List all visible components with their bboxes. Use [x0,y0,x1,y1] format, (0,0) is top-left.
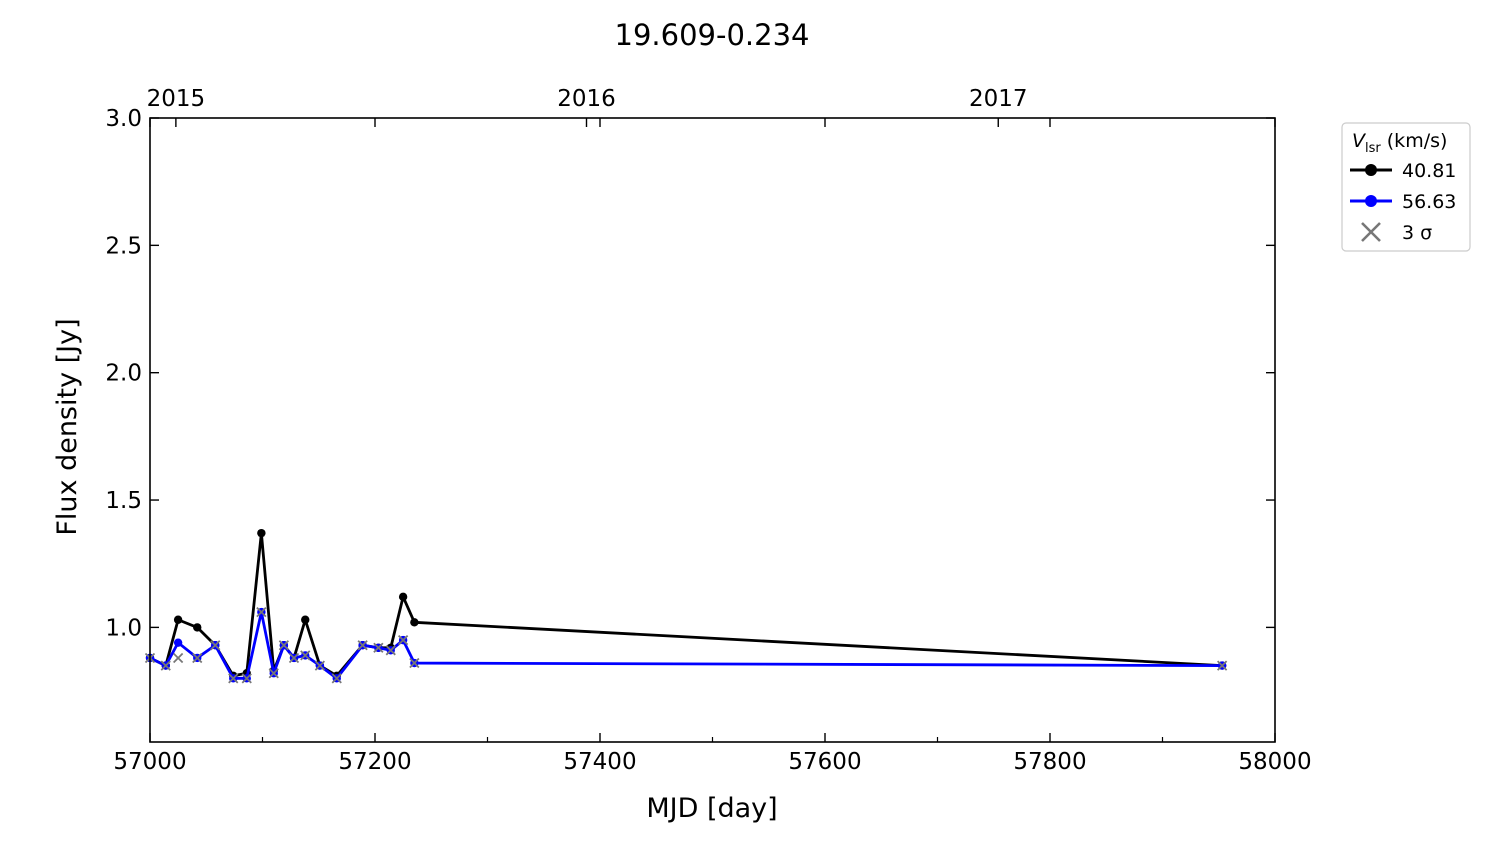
legend-title: Vlsr (km/s) [1352,130,1447,156]
top-year-label: 2017 [969,86,1028,112]
legend-marker-blue [1365,195,1377,207]
legend-marker-black [1365,164,1377,176]
x-tick-label: 57600 [788,749,861,775]
legend: Vlsr (km/s) 40.81 56.63 3 σ [1341,122,1471,252]
sigma-marker [278,640,290,651]
legend-label-blue: 56.63 [1402,191,1456,213]
y-tick-label: 1.5 [105,488,142,514]
sigma-marker [385,645,396,656]
legend-title-unit: (km/s) [1381,130,1448,152]
sigma-marker [357,640,368,651]
sigma-marker-stroke [192,652,203,664]
sigma-marker [228,673,239,684]
sigma-marker [1216,660,1228,671]
sigma-marker [397,634,409,646]
sigma-marker-stroke [288,652,300,664]
sigma-marker-stroke [210,640,221,651]
series-point-40.81 [193,623,202,632]
sigma-marker [241,673,252,684]
y-tick-label: 3.0 [105,106,142,132]
series-point-40.81 [173,615,183,624]
sigma-marker [192,652,203,664]
sigma-marker-stroke [256,606,267,618]
y-tick-label: 2.0 [105,361,142,387]
sigma-marker [256,606,267,618]
series-point-40.81 [410,618,419,627]
sigma-marker [210,640,221,651]
series-point-40.81 [257,528,266,538]
sigma-marker-stroke [228,673,239,684]
x-axis-label: MJD [day] [646,793,777,824]
series-point-40.81 [301,615,310,624]
y-tick-label: 2.5 [105,233,142,259]
sigma-marker-stroke [385,645,396,656]
sigma-marker-stroke [241,673,252,684]
sigma-marker-stroke [268,668,279,679]
sigma-marker-stroke [1216,660,1228,671]
sigma-marker-stroke [409,657,420,669]
sigma-marker [373,642,384,653]
series-line-56.63 [149,610,1223,680]
x-tick-label: 57200 [338,749,411,775]
y-axis-label: Flux density [Jy] [52,318,83,535]
x-tick-label: 57000 [113,749,186,775]
series-line-40.81 [149,531,1223,678]
legend-label-sigma: 3 σ [1402,222,1432,244]
sigma-marker [160,660,171,671]
top-year-label: 2015 [147,86,206,112]
sigma-marker [268,668,279,679]
sigma-marker [314,660,326,671]
legend-title-symbol: V [1352,130,1367,152]
sigma-marker-stroke [357,640,368,651]
sigma-marker-stroke [160,660,171,671]
x-tick-label: 57400 [563,749,636,775]
legend-marker-sigma [1361,222,1381,242]
sigma-marker-stroke [300,650,311,661]
top-year-label: 2016 [557,86,616,112]
y-tick-label: 1.0 [105,615,142,641]
sigma-marker-stroke [278,640,290,651]
sigma-marker-stroke [373,642,384,653]
series-point-40.81 [398,592,408,602]
x-tick-label: 58000 [1238,749,1311,775]
sigma-marker [409,657,420,669]
plot-area: 57000 57200 57400 57600 57800 58000 1.0 1.5 2.0 2… [105,86,1311,775]
sigma-marker-stroke [172,652,184,664]
legend-label-black: 40.81 [1402,160,1456,182]
sigma-marker [288,652,300,664]
chart-title: 19.609-0.234 [615,18,810,52]
sigma-marker [331,673,342,684]
legend-box [1341,122,1471,252]
sigma-marker [172,652,184,664]
legend-title-subscript: lsr [1365,141,1381,156]
x-tick-label: 57800 [1013,749,1086,775]
sigma-marker [300,650,311,661]
plot-frame [149,117,1276,743]
sigma-marker-stroke [314,660,326,671]
sigma-marker-stroke [397,634,409,646]
series-point-56.63 [173,638,183,647]
sigma-marker-stroke [331,673,342,684]
